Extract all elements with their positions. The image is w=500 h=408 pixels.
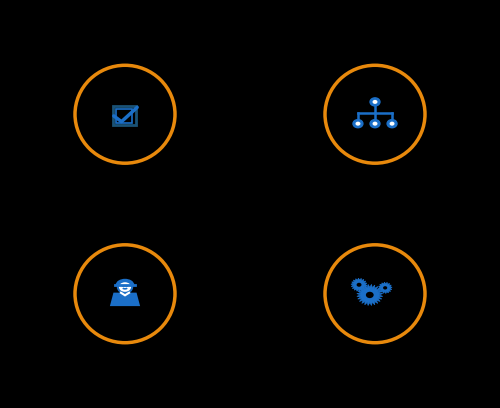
Circle shape xyxy=(118,281,132,293)
Circle shape xyxy=(353,120,363,128)
Circle shape xyxy=(370,98,380,106)
Circle shape xyxy=(366,292,374,298)
Circle shape xyxy=(383,286,387,290)
Circle shape xyxy=(356,283,362,287)
Polygon shape xyxy=(116,109,132,122)
Circle shape xyxy=(356,122,360,126)
Polygon shape xyxy=(378,282,392,293)
Circle shape xyxy=(390,122,394,126)
Circle shape xyxy=(387,120,397,128)
Circle shape xyxy=(372,100,378,104)
Circle shape xyxy=(370,120,380,128)
Polygon shape xyxy=(351,278,367,291)
Circle shape xyxy=(372,122,378,126)
Polygon shape xyxy=(110,293,140,306)
Polygon shape xyxy=(357,284,382,306)
